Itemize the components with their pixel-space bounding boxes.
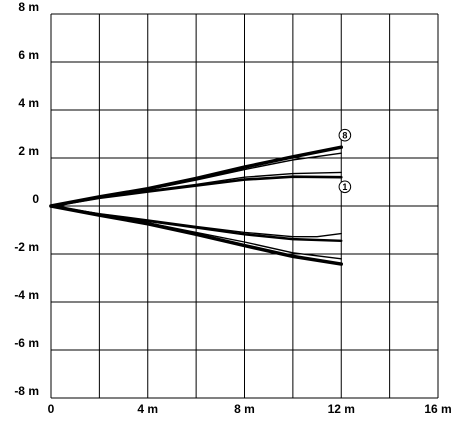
circled-marker: 8 (338, 128, 352, 142)
marker-number: 8 (342, 130, 347, 140)
x-tick-label: 16 m (424, 402, 451, 416)
x-axis-tick-labels: 0 4 m 8 m 12 m 16 m (48, 402, 452, 416)
y-tick-label: 8 m (18, 0, 39, 14)
y-tick-label: 6 m (18, 48, 39, 62)
y-tick-label: -6 m (14, 336, 39, 350)
x-tick-label: 4 m (137, 402, 158, 416)
y-tick-label: -4 m (14, 288, 39, 302)
x-tick-label: 8 m (234, 402, 255, 416)
series-line (49, 175, 343, 208)
grid (50, 13, 439, 399)
y-axis-tick-labels: 8 m 6 m 4 m 2 m 0 -2 m -4 m -6 m -8 m (14, 0, 39, 398)
series-line (49, 204, 343, 266)
x-tick-label: 12 m (328, 402, 355, 416)
series-layer (49, 145, 343, 266)
y-tick-label: 0 (32, 192, 39, 206)
y-tick-label: 2 m (18, 144, 39, 158)
y-tick-label: -2 m (14, 240, 39, 254)
marker-circle (338, 128, 352, 142)
marker-number: 1 (342, 182, 347, 192)
x-tick-label: 0 (48, 402, 55, 416)
annotations: 81 (338, 128, 352, 194)
circled-marker: 1 (338, 180, 352, 194)
marker-circle (338, 180, 352, 194)
y-tick-label: 4 m (18, 96, 39, 110)
y-tick-label: -8 m (14, 384, 39, 398)
